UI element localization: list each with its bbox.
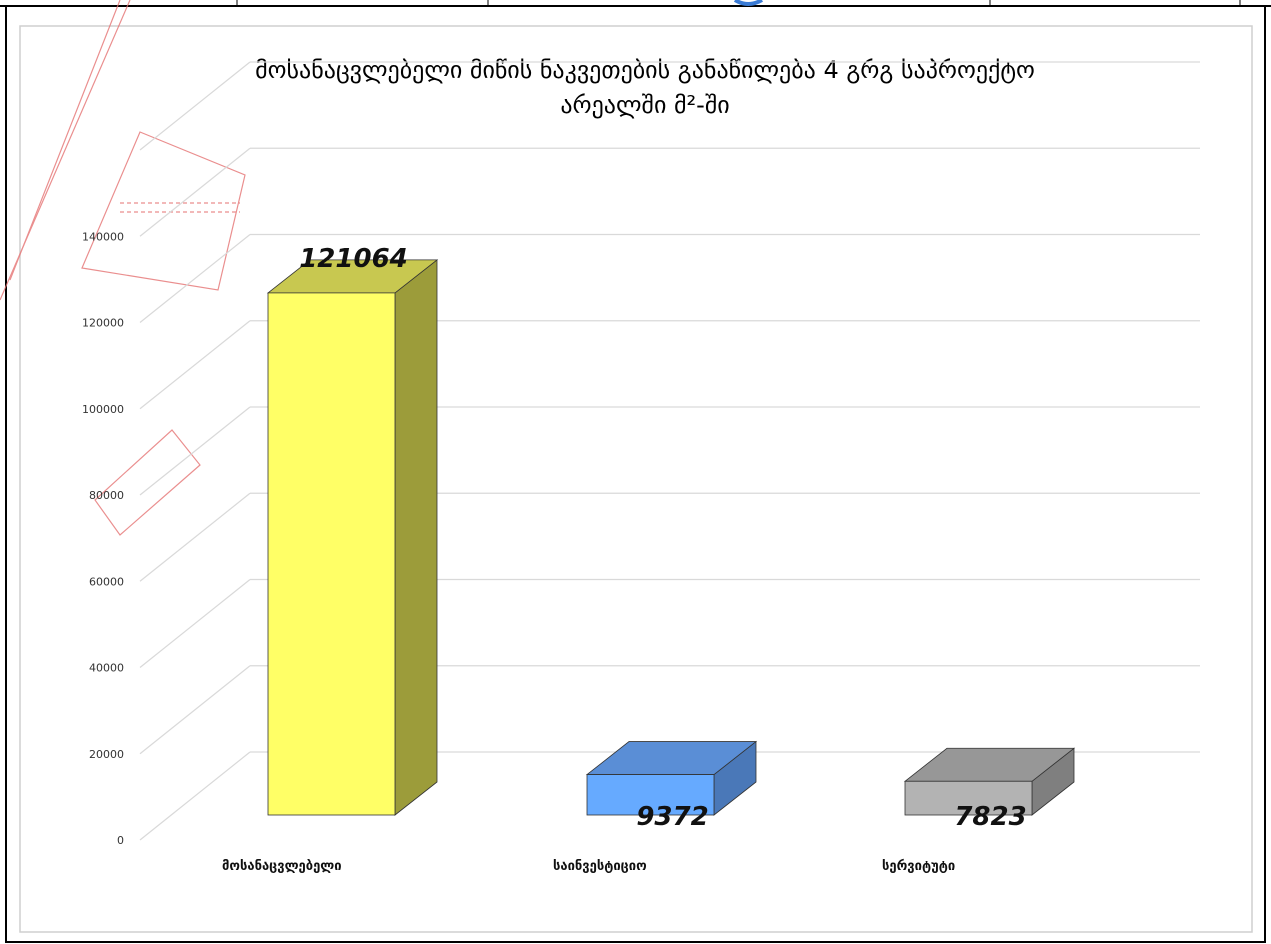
bar	[586, 774, 715, 816]
bar-side	[394, 259, 438, 816]
gridline-diagonal	[139, 234, 251, 323]
gridline-diagonal	[139, 147, 251, 237]
y-tick-label: 80000	[89, 489, 124, 502]
y-tick-label: 140000	[82, 230, 124, 243]
data-label: 121064	[299, 244, 408, 274]
category-label: მოსანაცვლებელი	[222, 859, 342, 874]
y-tick-label: 100000	[82, 403, 124, 416]
logo-fragment	[733, 0, 763, 6]
y-tick-label: 60000	[89, 575, 124, 588]
gridline-diagonal	[139, 320, 251, 410]
y-tick-label: 120000	[82, 317, 124, 330]
x-axis-categories: მოსანაცვლებელი საინვესტიციო სერვიტუტი	[222, 859, 955, 874]
chart-title-line1: მოსანაცვლებელი მიწის ნაკვეთების განაწილე…	[255, 56, 1035, 84]
gridline-diagonal	[139, 61, 251, 151]
y-tick-label: 0	[117, 834, 124, 847]
y-tick-label: 20000	[89, 748, 124, 761]
chart-area-border	[19, 25, 1253, 933]
gridline-diagonal	[139, 579, 251, 668]
bar	[904, 780, 1033, 816]
data-label: 9372	[636, 802, 708, 832]
data-labels: 121064 9372 7823	[299, 244, 1026, 832]
gridline-diagonal	[139, 665, 251, 755]
y-tick-label: 40000	[89, 662, 124, 675]
y-axis-ticks: 0 20000 40000 60000 80000 100000 120000 140000	[82, 230, 124, 847]
data-label: 7823	[954, 802, 1026, 832]
gridline-diagonal	[139, 492, 251, 582]
category-label: სერვიტუტი	[882, 859, 955, 874]
chart-title-line2: არეალში მ²-ში	[560, 91, 729, 119]
bars	[266, 259, 1076, 816]
category-label: საინვესტიციო	[553, 859, 647, 874]
gridline-diagonal	[139, 406, 251, 496]
bar	[267, 292, 396, 816]
gridline-diagonal	[139, 751, 251, 841]
background-sketch	[0, 0, 246, 536]
